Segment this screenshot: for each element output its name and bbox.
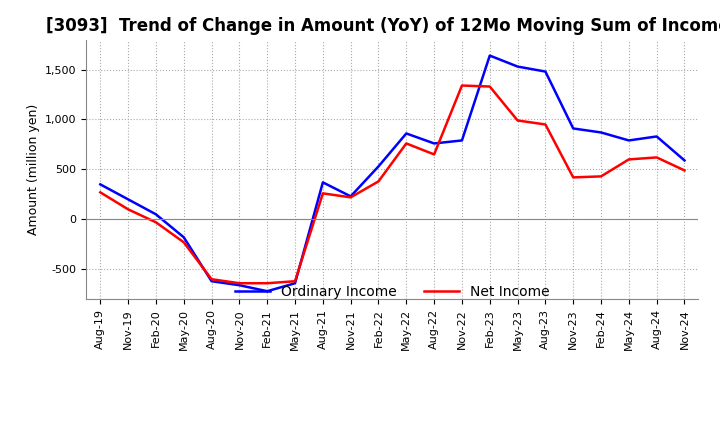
Ordinary Income bbox=[652, 134, 661, 139]
Ordinary Income bbox=[597, 130, 606, 135]
Net Income bbox=[207, 277, 216, 282]
Ordinary Income bbox=[430, 141, 438, 146]
Ordinary Income bbox=[263, 289, 271, 294]
Ordinary Income bbox=[235, 282, 243, 288]
Ordinary Income bbox=[513, 64, 522, 69]
Net Income bbox=[624, 157, 633, 162]
Net Income bbox=[152, 220, 161, 225]
Ordinary Income bbox=[402, 131, 410, 136]
Ordinary Income bbox=[624, 138, 633, 143]
Ordinary Income bbox=[541, 69, 550, 74]
Ordinary Income bbox=[96, 182, 104, 187]
Net Income bbox=[96, 190, 104, 195]
Net Income bbox=[652, 155, 661, 160]
Ordinary Income bbox=[485, 53, 494, 58]
Net Income bbox=[179, 240, 188, 245]
Legend: Ordinary Income, Net Income: Ordinary Income, Net Income bbox=[230, 279, 555, 304]
Title: [3093]  Trend of Change in Amount (YoY) of 12Mo Moving Sum of Incomes: [3093] Trend of Change in Amount (YoY) o… bbox=[45, 17, 720, 35]
Net Income bbox=[680, 168, 689, 173]
Net Income bbox=[235, 281, 243, 286]
Ordinary Income bbox=[458, 138, 467, 143]
Line: Net Income: Net Income bbox=[100, 85, 685, 283]
Ordinary Income bbox=[179, 235, 188, 240]
Y-axis label: Amount (million yen): Amount (million yen) bbox=[27, 104, 40, 235]
Net Income bbox=[569, 175, 577, 180]
Net Income bbox=[485, 84, 494, 89]
Net Income bbox=[597, 174, 606, 179]
Ordinary Income bbox=[569, 126, 577, 131]
Line: Ordinary Income: Ordinary Income bbox=[100, 55, 685, 291]
Ordinary Income bbox=[318, 180, 327, 185]
Ordinary Income bbox=[291, 281, 300, 286]
Net Income bbox=[374, 179, 383, 184]
Net Income bbox=[318, 191, 327, 196]
Net Income bbox=[263, 281, 271, 286]
Ordinary Income bbox=[374, 164, 383, 169]
Net Income bbox=[458, 83, 467, 88]
Net Income bbox=[513, 118, 522, 123]
Net Income bbox=[124, 207, 132, 212]
Net Income bbox=[430, 152, 438, 157]
Ordinary Income bbox=[207, 279, 216, 284]
Net Income bbox=[346, 195, 355, 200]
Net Income bbox=[291, 279, 300, 284]
Ordinary Income bbox=[124, 197, 132, 202]
Ordinary Income bbox=[152, 212, 161, 217]
Ordinary Income bbox=[680, 158, 689, 163]
Ordinary Income bbox=[346, 194, 355, 199]
Net Income bbox=[541, 122, 550, 127]
Net Income bbox=[402, 141, 410, 146]
